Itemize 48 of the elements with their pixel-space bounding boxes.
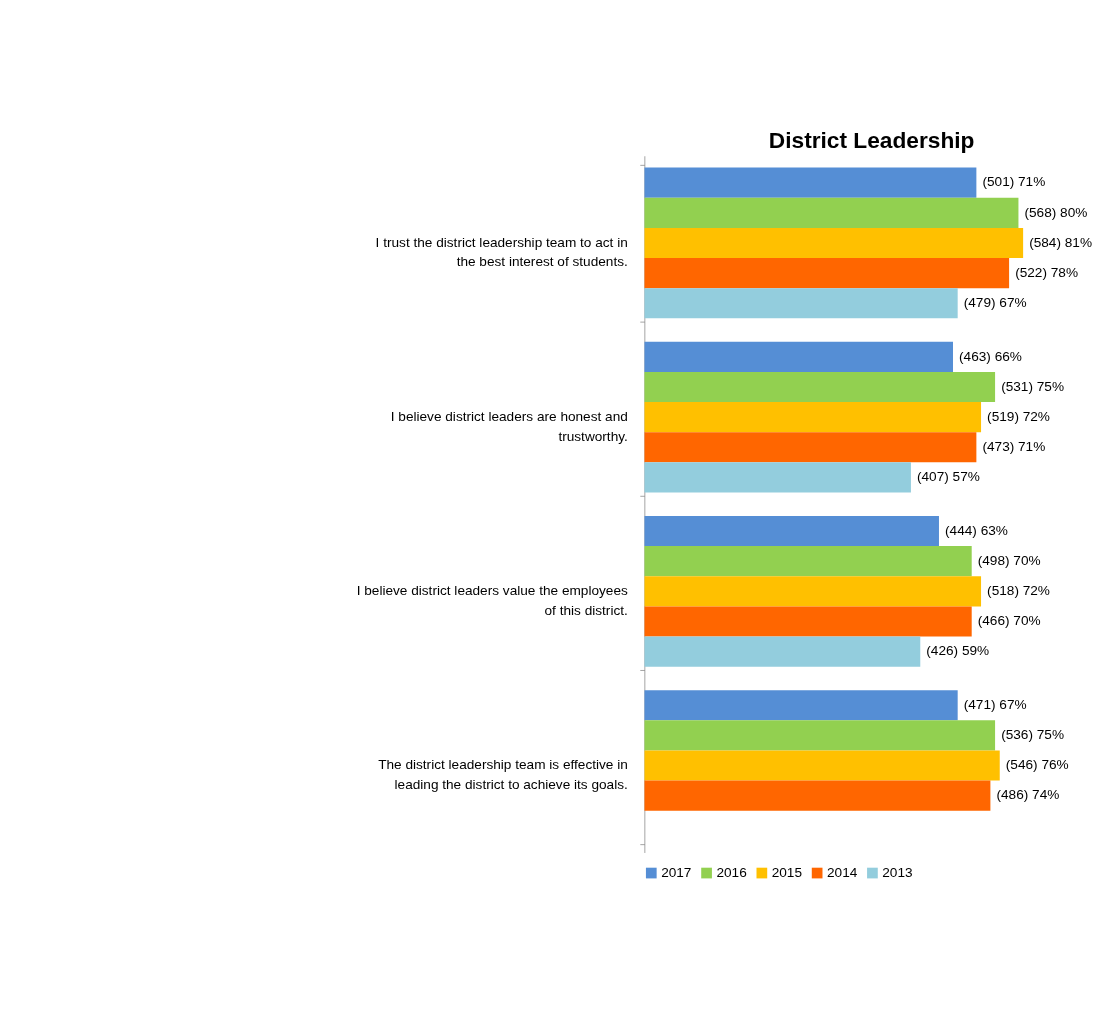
bar	[644, 227, 1024, 259]
bar	[644, 167, 977, 198]
y-tick-label: I trust the district leadership team to act in the best interest of students.	[375, 234, 628, 270]
bar	[644, 197, 1019, 228]
data-label: (584) 81%	[1029, 234, 1093, 250]
bar	[644, 720, 996, 751]
data-label: (486) 74%	[996, 787, 1060, 803]
data-label: (407) 57%	[916, 469, 980, 485]
bar	[644, 371, 996, 403]
legend-label: 2014	[826, 864, 858, 880]
bar	[644, 288, 958, 319]
data-label: (531) 75%	[1001, 378, 1065, 394]
y-tick-label: I believe district leaders value the employees of this district.	[356, 583, 628, 618]
bar	[644, 432, 977, 463]
y-tick-label: The district leadership team is effective in leading the district to achieve its goals.	[378, 757, 628, 792]
data-label: (501) 71%	[982, 174, 1046, 190]
legend-label: 2015	[771, 864, 803, 880]
chart-title: District Leadership	[768, 127, 975, 154]
legend-label: 2017	[661, 864, 692, 880]
data-label: (463) 66%	[959, 348, 1022, 364]
data-label: (444) 63%	[945, 522, 1008, 538]
bar	[644, 258, 1010, 289]
legend-label: 2013	[882, 864, 913, 880]
bar	[644, 690, 958, 721]
bar	[644, 402, 982, 433]
bar	[644, 462, 911, 493]
data-label: (546) 76%	[1005, 757, 1069, 773]
data-label: (519) 72%	[987, 408, 1050, 424]
data-label: (473) 71%	[982, 439, 1046, 455]
bar	[644, 341, 953, 372]
bar	[644, 780, 991, 811]
data-label: (568) 80%	[1024, 204, 1088, 220]
data-label: (522) 78%	[1015, 264, 1079, 280]
data-label: (518) 72%	[987, 583, 1050, 599]
bar	[644, 606, 972, 637]
data-label: (426) 59%	[926, 643, 990, 659]
bar	[644, 515, 939, 547]
bar	[644, 576, 982, 607]
bar	[644, 546, 972, 577]
data-label: (536) 75%	[1001, 727, 1065, 743]
y-tick-label: I believe district leaders are honest and trustworthy.	[390, 408, 628, 444]
bar	[644, 636, 921, 667]
data-label: (479) 67%	[963, 295, 1027, 311]
data-label: (471) 67%	[963, 697, 1027, 713]
legend-label: 2016	[716, 864, 747, 880]
data-label: (466) 70%	[977, 613, 1041, 629]
bar	[644, 750, 1000, 781]
data-label: (498) 70%	[977, 552, 1041, 568]
